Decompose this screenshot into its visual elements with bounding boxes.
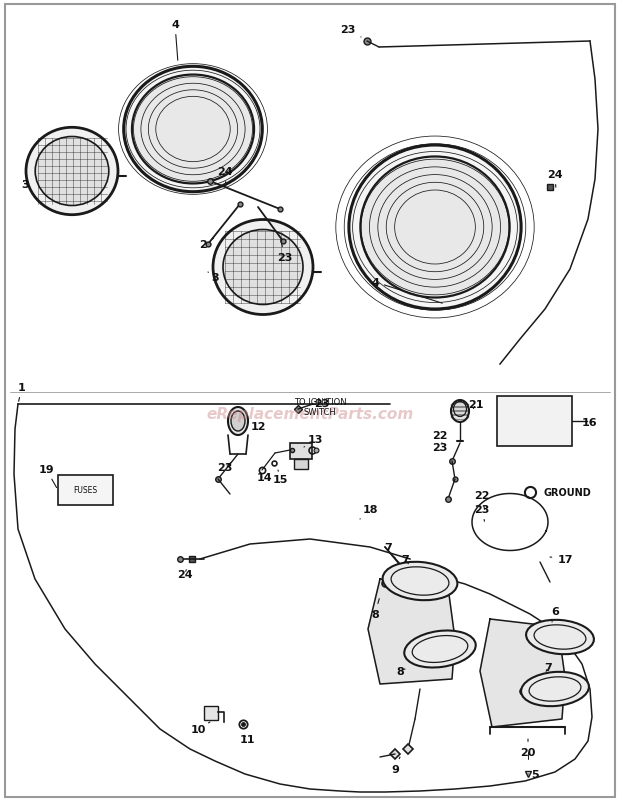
Ellipse shape bbox=[132, 75, 254, 184]
Ellipse shape bbox=[349, 146, 521, 310]
Text: 24: 24 bbox=[177, 569, 193, 579]
Bar bbox=[204, 706, 218, 720]
Text: 23: 23 bbox=[474, 504, 490, 521]
Ellipse shape bbox=[360, 157, 510, 298]
Ellipse shape bbox=[213, 221, 313, 315]
Text: 13: 13 bbox=[304, 435, 322, 448]
Text: 11: 11 bbox=[239, 734, 255, 744]
Text: eReplacementParts.com: eReplacementParts.com bbox=[206, 407, 414, 422]
Text: 20: 20 bbox=[520, 739, 536, 757]
Text: 12: 12 bbox=[250, 422, 266, 431]
Text: 21: 21 bbox=[468, 399, 484, 410]
Text: 23: 23 bbox=[432, 443, 448, 452]
Ellipse shape bbox=[404, 630, 476, 668]
Ellipse shape bbox=[383, 562, 458, 601]
Text: 17: 17 bbox=[550, 554, 573, 565]
Text: 5: 5 bbox=[528, 769, 539, 779]
Ellipse shape bbox=[521, 672, 589, 707]
Text: 19: 19 bbox=[38, 464, 56, 488]
Text: FUSES: FUSES bbox=[73, 486, 97, 495]
Text: 7: 7 bbox=[401, 554, 409, 565]
Text: 14: 14 bbox=[257, 472, 273, 482]
Text: 23: 23 bbox=[218, 463, 232, 472]
Ellipse shape bbox=[453, 402, 466, 417]
Bar bbox=[497, 396, 572, 447]
Text: 22: 22 bbox=[432, 431, 448, 444]
Ellipse shape bbox=[526, 620, 594, 654]
Ellipse shape bbox=[223, 230, 303, 305]
Ellipse shape bbox=[228, 407, 248, 435]
Ellipse shape bbox=[231, 411, 245, 431]
Bar bbox=[290, 444, 312, 460]
Polygon shape bbox=[480, 619, 565, 727]
Text: 8: 8 bbox=[396, 666, 405, 676]
Text: 7: 7 bbox=[544, 662, 552, 672]
Text: 8: 8 bbox=[371, 599, 379, 619]
Bar bbox=[58, 476, 113, 505]
Text: 23: 23 bbox=[314, 399, 330, 408]
Text: 4: 4 bbox=[171, 20, 179, 61]
Text: 10: 10 bbox=[190, 722, 210, 734]
Text: 15: 15 bbox=[272, 471, 288, 484]
Text: 1: 1 bbox=[18, 383, 26, 402]
Bar bbox=[294, 460, 308, 469]
Text: 23: 23 bbox=[277, 241, 293, 263]
Ellipse shape bbox=[451, 400, 469, 423]
Ellipse shape bbox=[35, 137, 108, 206]
Text: 3: 3 bbox=[208, 273, 219, 282]
Text: 24: 24 bbox=[547, 170, 563, 188]
Ellipse shape bbox=[124, 67, 262, 192]
Text: TO IGNITION
SWITCH: TO IGNITION SWITCH bbox=[294, 398, 347, 417]
Text: 24: 24 bbox=[217, 167, 233, 187]
Text: 9: 9 bbox=[391, 757, 400, 774]
Text: 22: 22 bbox=[474, 490, 490, 509]
Text: 3: 3 bbox=[21, 180, 29, 190]
Text: 4: 4 bbox=[371, 277, 442, 304]
Text: 23: 23 bbox=[340, 25, 361, 38]
Polygon shape bbox=[368, 579, 455, 684]
Text: 6: 6 bbox=[551, 606, 559, 622]
Ellipse shape bbox=[26, 128, 118, 216]
Text: 2: 2 bbox=[199, 239, 213, 249]
Text: 18: 18 bbox=[360, 504, 378, 520]
Text: GROUND: GROUND bbox=[544, 488, 591, 497]
Text: 16: 16 bbox=[582, 418, 598, 427]
Text: 7: 7 bbox=[384, 542, 396, 559]
